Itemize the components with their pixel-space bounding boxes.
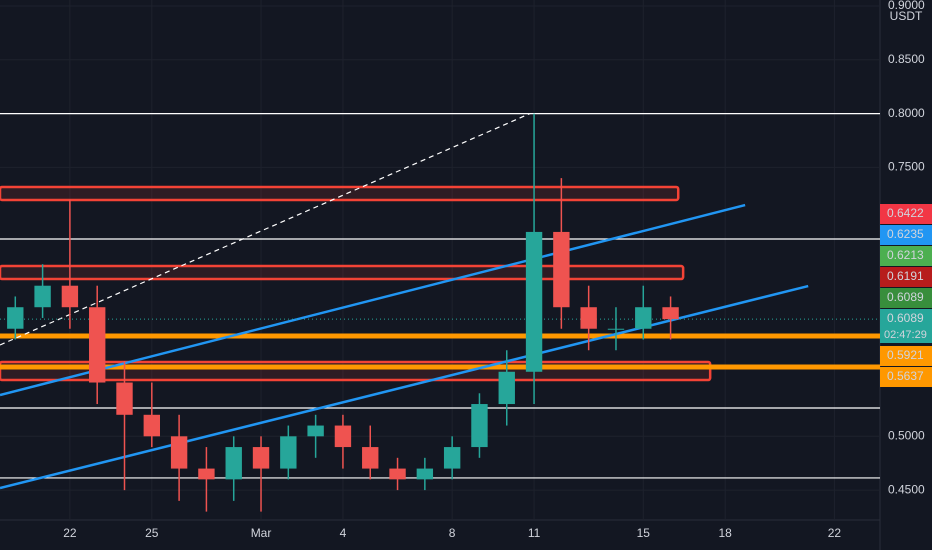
candle-body: [443, 447, 461, 469]
price-tag: [880, 309, 932, 343]
candle-body: [334, 425, 352, 448]
candle-body: [252, 447, 270, 469]
y-tick-label: 0.9000: [888, 0, 925, 12]
y-tick-label: 0.4500: [888, 482, 925, 496]
y-tick-label: 0.7500: [888, 160, 925, 174]
candle-body: [280, 436, 297, 469]
candle-body: [635, 307, 652, 329]
currency-label: USDT: [890, 9, 923, 23]
candle-body: [607, 328, 625, 330]
price-tag-label: 0.6422: [887, 206, 924, 220]
candle-body: [553, 231, 570, 308]
price-tag-label: 0.6213: [887, 248, 924, 262]
candle-body: [525, 231, 543, 372]
x-tick-label: 22: [63, 526, 77, 540]
price-tag-label: 0.6235: [887, 227, 924, 241]
x-tick-label: 15: [637, 526, 651, 540]
trend-line: [0, 284, 809, 490]
candle-body: [143, 414, 160, 437]
candle-body: [198, 468, 215, 480]
x-tick-label: 11: [528, 526, 541, 540]
price-tag: [880, 246, 932, 266]
x-tick-label: 25: [145, 526, 159, 540]
y-tick-label: 0.8000: [888, 106, 925, 120]
candle-body: [498, 371, 515, 405]
candle-body: [61, 285, 79, 308]
candle-body: [471, 404, 488, 448]
candle-body: [580, 307, 597, 329]
resistance-zone: [0, 264, 685, 281]
x-tick-label: 22: [828, 526, 842, 540]
price-tag: [880, 288, 932, 308]
candle-body: [389, 468, 406, 480]
y-tick-label: 0.5000: [888, 428, 925, 442]
price-tag: [880, 225, 932, 245]
price-tag-label: 0.6089: [887, 311, 924, 325]
price-tag-label: 0.6191: [887, 269, 924, 283]
y-tick-label: 0.8500: [888, 52, 925, 66]
price-tag: [880, 346, 932, 366]
candle-body: [416, 468, 434, 480]
x-tick-label: 4: [340, 526, 347, 540]
price-tag-label: 0.5921: [887, 348, 924, 362]
price-tag: [880, 367, 932, 387]
candle-body: [662, 307, 679, 320]
x-tick-label: 8: [449, 526, 456, 540]
candle-body: [362, 447, 379, 469]
price-tag: [880, 267, 932, 287]
x-tick-label: Mar: [251, 526, 272, 540]
candle-body: [225, 447, 242, 480]
countdown: 02:47:29: [884, 329, 927, 341]
candle-body: [307, 425, 324, 437]
price-tag: [880, 204, 932, 224]
candle-body: [116, 382, 133, 415]
candle-body: [7, 307, 24, 329]
resistance-zone: [0, 185, 680, 202]
price-tag-label: 0.5637: [887, 369, 924, 383]
candle-body: [170, 436, 188, 469]
price-tag-label: 0.6089: [887, 290, 924, 304]
x-tick-label: 18: [719, 526, 733, 540]
trend-line: [0, 113, 531, 346]
candle-body: [34, 285, 51, 308]
candle-body: [89, 307, 106, 383]
